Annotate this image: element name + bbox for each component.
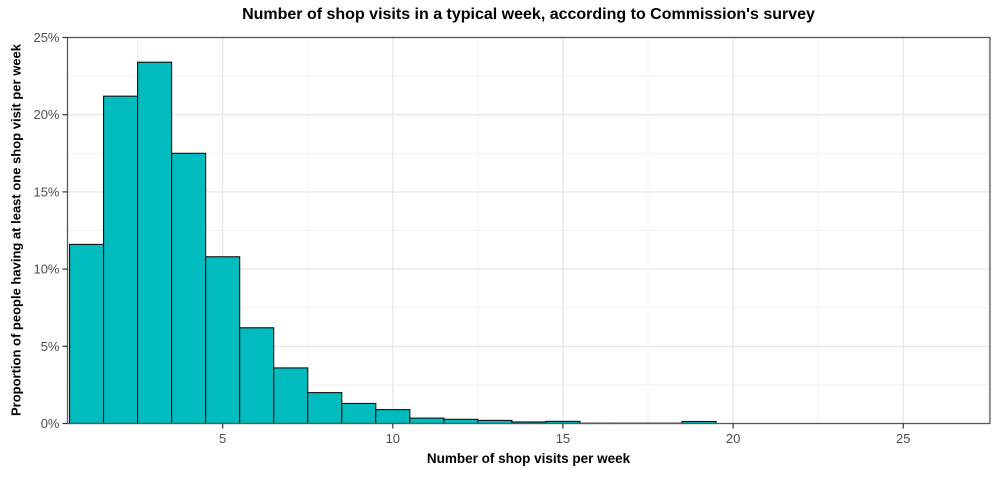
histogram-bar (307, 392, 343, 425)
x-axis-tick-label: 10 (386, 431, 400, 446)
histogram-bar (68, 243, 105, 425)
panel-border (66, 36, 991, 425)
y-axis-tick-label: 25% (33, 30, 59, 45)
histogram-bar (341, 402, 377, 425)
y-axis-tick-label: 10% (33, 262, 59, 277)
y-axis-tick-label: 0% (41, 416, 60, 431)
histogram-bar (409, 417, 445, 425)
x-axis-tick-label: 5 (219, 431, 226, 446)
histogram-bar (239, 327, 275, 425)
histogram-bar (375, 409, 411, 425)
x-axis-tick-label: 20 (726, 431, 740, 446)
y-axis-tick-label: 20% (33, 107, 59, 122)
y-axis-tick-label: 5% (41, 339, 60, 354)
x-axis-title: Number of shop visits per week (426, 451, 631, 466)
histogram-bar (205, 256, 241, 425)
x-axis-tick-label: 15 (556, 431, 570, 446)
histogram-bar (103, 95, 139, 425)
histogram-bar (171, 152, 207, 425)
y-axis-tick-label: 15% (33, 184, 59, 199)
histogram-bar (273, 367, 309, 425)
histogram-bar (137, 61, 173, 425)
chart-title: Number of shop visits in a typical week,… (242, 6, 815, 23)
x-axis-tick-label: 25 (896, 431, 910, 446)
